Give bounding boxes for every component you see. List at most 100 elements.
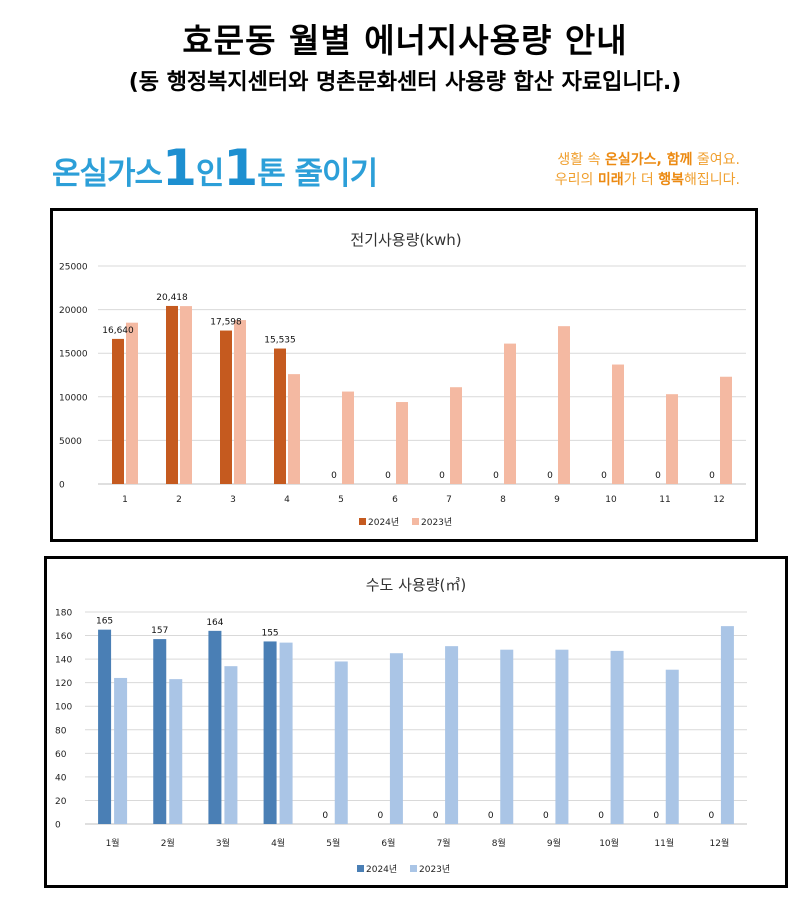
- water-legend-label: 2023년: [419, 864, 450, 875]
- water-y-tick-label: 0: [55, 821, 61, 831]
- water-bar-2023: [279, 642, 293, 824]
- water-x-tick-label: 2월: [161, 837, 175, 849]
- elec-x-tick-label: 8: [500, 495, 506, 505]
- slogan-highlight: 행복: [658, 172, 685, 188]
- water-bar-2023: [720, 626, 734, 824]
- water-data-label: 157: [151, 626, 168, 636]
- elec-x-tick-label: 6: [392, 495, 398, 505]
- water-chart-panel: 수도 사용량(㎥) 0 20 40 60 80 100 120 140 160 180 165 1월 15…: [44, 556, 788, 888]
- elec-chart-title: 전기사용량(kwh): [350, 231, 461, 249]
- campaign-logo: 온실가스 1 인 1 톤 줄이기: [52, 139, 378, 197]
- water-legend-label: 2024년: [366, 864, 397, 875]
- logo-text-1: 온실가스: [52, 156, 163, 192]
- elec-bar-2023: [504, 343, 516, 484]
- elec-x-tick-label: 2: [176, 495, 182, 505]
- slogan-text: 가 더: [623, 172, 659, 188]
- water-y-tick-label: 140: [55, 656, 72, 666]
- logo-number-1: 1: [162, 139, 197, 197]
- slogan-text: 줄여요.: [692, 152, 740, 168]
- elec-x-tick-label: 12: [713, 495, 724, 505]
- elec-bar-2023: [126, 322, 138, 484]
- water-data-label: 0: [322, 811, 328, 821]
- water-x-tick-label: 11월: [654, 837, 674, 849]
- water-x-tick-label: 7월: [437, 837, 451, 849]
- water-x-tick-label: 8월: [492, 837, 506, 849]
- elec-x-tick-label: 5: [338, 495, 344, 505]
- water-bar-2023: [500, 649, 514, 824]
- elec-bar-2024: [112, 338, 124, 484]
- elec-bar-2023: [342, 391, 354, 484]
- elec-bar-2024: [274, 348, 286, 484]
- page-subtitle: (동 행정복지센터와 명촌문화센터 사용량 합산 자료입니다.): [128, 70, 682, 95]
- water-y-tick-label: 20: [55, 797, 67, 807]
- elec-y-tick-label: 20000: [59, 306, 88, 316]
- water-chart: 수도 사용량(㎥) 0 20 40 60 80 100 120 140 160 180 165 1월 15…: [55, 576, 747, 875]
- slogan-text: 우리의: [554, 172, 598, 188]
- water-bar-2023: [224, 666, 238, 824]
- water-data-label: 0: [709, 811, 715, 821]
- water-legend-swatch: [357, 865, 364, 872]
- slogan-text: 생활 속: [557, 152, 605, 168]
- elec-data-label: 15,535: [264, 336, 296, 346]
- water-data-label: 0: [543, 811, 549, 821]
- elec-data-label: 17,598: [210, 318, 242, 328]
- water-data-label: 0: [598, 811, 604, 821]
- water-y-tick-label: 180: [55, 609, 72, 619]
- water-bar-2024: [153, 639, 167, 824]
- slogan-line-1: 생활 속 온실가스, 함께 줄여요.: [520, 150, 740, 170]
- elec-legend-label: 2023년: [421, 517, 452, 528]
- water-y-tick-label: 60: [55, 750, 67, 760]
- water-bar-2023: [114, 677, 128, 824]
- water-data-label: 0: [488, 811, 494, 821]
- elec-data-label: 0: [655, 471, 661, 481]
- water-data-label: 0: [653, 811, 659, 821]
- slogan-highlight: 온실가스: [604, 152, 657, 168]
- water-y-tick-label: 120: [55, 679, 72, 689]
- water-bar-2024: [263, 641, 277, 824]
- elec-bar-2023: [180, 306, 192, 484]
- water-x-tick-label: 9월: [547, 837, 561, 849]
- elec-legend-swatch: [359, 518, 366, 525]
- elec-bar-2024: [220, 330, 232, 484]
- elec-bar-2023: [558, 326, 570, 484]
- elec-x-tick-label: 10: [605, 495, 617, 505]
- water-y-tick-label: 40: [55, 773, 67, 783]
- elec-bar-2023: [612, 364, 624, 484]
- water-y-tick-label: 100: [55, 703, 72, 713]
- elec-y-tick-label: 5000: [59, 437, 82, 447]
- water-x-tick-label: 5월: [326, 837, 340, 849]
- water-data-label: 165: [96, 617, 113, 627]
- elec-data-label: 20,418: [156, 293, 188, 303]
- elec-data-label: 0: [385, 471, 391, 481]
- elec-x-tick-label: 7: [446, 495, 452, 505]
- elec-y-tick-label: 0: [59, 481, 65, 491]
- elec-legend-label: 2024년: [368, 517, 399, 528]
- water-x-tick-label: 3월: [216, 837, 230, 849]
- elec-y-tick-label: 25000: [59, 263, 88, 273]
- water-bar-2023: [169, 679, 183, 824]
- water-chart-title: 수도 사용량(㎥): [366, 576, 466, 594]
- elec-data-label: 0: [439, 471, 445, 481]
- logo-text-3: 톤 줄이기: [257, 156, 378, 192]
- elec-bar-2024: [166, 305, 178, 484]
- water-y-tick-label: 80: [55, 726, 67, 736]
- elec-x-tick-label: 4: [284, 495, 290, 505]
- slogan-highlight: 함께: [666, 152, 693, 168]
- elec-bar-2023: [450, 387, 462, 484]
- water-bar-2023: [665, 669, 679, 824]
- slogan-text: ,: [656, 152, 667, 168]
- logo-text-2: 인: [195, 156, 225, 192]
- elec-bar-2023: [288, 374, 300, 484]
- electricity-chart: 전기사용량(kwh)050001000015000200002500016,64…: [59, 231, 746, 528]
- water-bar-2024: [208, 630, 222, 824]
- elec-data-label: 0: [709, 471, 715, 481]
- water-bar-2023: [389, 653, 403, 824]
- elec-y-tick-label: 10000: [59, 393, 88, 403]
- slogan-line-2: 우리의 미래가 더 행복해집니다.: [520, 170, 740, 190]
- page-title: 효문동 월별 에너지사용량 안내: [182, 21, 628, 60]
- elec-data-label: 0: [547, 471, 553, 481]
- water-data-label: 0: [433, 811, 439, 821]
- elec-data-label: 16,640: [102, 326, 134, 336]
- water-x-tick-label: 10월: [599, 837, 619, 849]
- water-bar-2023: [555, 649, 569, 824]
